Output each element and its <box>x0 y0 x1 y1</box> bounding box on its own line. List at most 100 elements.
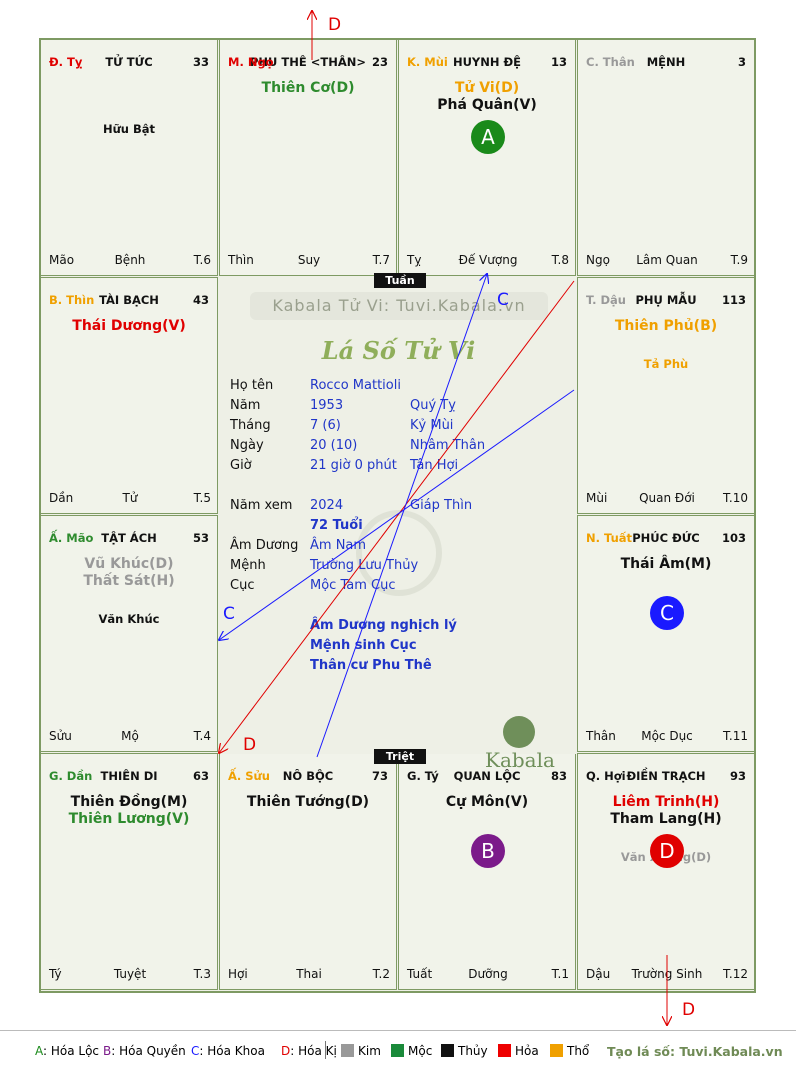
legend-hoa-item: D: Hóa Kị <box>281 1044 337 1058</box>
palace-header: MỆNH C. Thân 3 <box>586 55 746 71</box>
info-value: 72 Tuổi <box>310 518 363 533</box>
palace-branch: C. Thân <box>586 55 635 69</box>
main-star: Thiên Đồng(M) <box>70 794 188 810</box>
arrow-label-d-bottom: D <box>682 1000 695 1020</box>
legend-divider <box>325 1041 326 1059</box>
site-title: Kabala Tử Vi: Tuvi.Kabala.vn <box>250 292 548 320</box>
palace-footer-right: T.4 <box>193 729 211 743</box>
palace-cell[interactable]: QUAN LỘC G. Tý 83 Cự Môn(V) B Dưỡng Tuất T.1 <box>398 753 576 990</box>
palace-name: PHỤ MẪU <box>635 293 697 307</box>
palace-cell[interactable]: MỆNH C. Thân 3 Lâm Quan Ngọ T.9 <box>577 39 755 276</box>
palace-cell[interactable]: TÀI BẠCH B. Thìn 43 Thái Dương(V) Tử Dần T.5 <box>40 277 218 514</box>
legend-hoa-text: : Hóa Quyền <box>111 1044 186 1058</box>
hoa-marker: A <box>471 120 505 154</box>
palace-cell[interactable]: PHỤ MẪU T. Dậu 113 Thiên Phủ(B) Tả Phù Quan Đ… <box>577 277 755 514</box>
palace-footer-left: Tuất <box>407 967 433 981</box>
main-star: Thiên Cơ(D) <box>261 80 355 96</box>
hoa-marker: B <box>471 834 505 868</box>
hoa-marker: D <box>650 834 684 868</box>
main-star: Thái Dương(V) <box>72 318 186 334</box>
palace-cell[interactable]: NÔ BỘC Ấ. Sửu 73 Thiên Tướng(D) Thai Hợi T.2 <box>219 753 397 990</box>
palace-header: TỬ TỨC Đ. Tỵ 33 <box>49 55 209 71</box>
center-note: Mệnh sinh Cục <box>310 638 417 653</box>
palace-cell[interactable]: PHU THÊ <THÂN> M. Ngọ 23 Thiên Cơ(D) Suy Thìn… <box>219 39 397 276</box>
palace-footer-left: Ngọ <box>586 253 610 267</box>
palace-footer: Suy Thìn T.7 <box>228 253 390 269</box>
palace-branch: G. Tý <box>407 769 439 783</box>
palace-footer: Bệnh Mão T.6 <box>49 253 211 269</box>
palace-age: 13 <box>550 55 567 69</box>
palace-footer: Tử Dần T.5 <box>49 491 211 507</box>
main-star: Thái Âm(M) <box>620 556 712 572</box>
palace-age: 53 <box>192 531 209 545</box>
palace-footer-left: Hợi <box>228 967 248 981</box>
palace-footer-left: Sửu <box>49 729 72 743</box>
palace-header: THIÊN DI G. Dần 63 <box>49 769 209 785</box>
palace-branch: Ấ. Mão <box>49 531 94 545</box>
legend-hoa-item: C: Hóa Khoa <box>191 1044 265 1058</box>
chart-title: Lá Số Tử Vi <box>321 336 476 365</box>
legend-hoa-key: C <box>191 1044 200 1058</box>
palace-footer-center: Suy <box>297 253 321 267</box>
legend-hoa-key: A <box>35 1044 43 1058</box>
main-star: Vũ Khúc(D) <box>84 556 174 572</box>
palace-age: 43 <box>192 293 209 307</box>
palace-footer-right: T.12 <box>723 967 748 981</box>
palace-age: 63 <box>192 769 209 783</box>
palace-name: THIÊN DI <box>100 769 158 783</box>
minor-star: Tả Phù <box>643 357 689 371</box>
palace-cell[interactable]: ĐIỀN TRẠCH Q. Hợi 93 Liêm Trinh(H) Tham Lang… <box>577 753 755 990</box>
palace-footer-left: Mão <box>49 253 75 267</box>
palace-footer-center: Thai <box>296 967 322 981</box>
palace-cell[interactable]: PHÚC ĐỨC N. Tuất 103 Thái Âm(M) C Mộc Dục Thân… <box>577 515 755 752</box>
palace-name: HUYNH ĐỆ <box>452 55 522 69</box>
palace-name: NÔ BỘC <box>282 769 334 783</box>
palace-header: PHU THÊ <THÂN> M. Ngọ 23 <box>228 55 388 71</box>
palace-footer-right: T.10 <box>723 491 748 505</box>
palace-footer-center: Đế Vượng <box>458 253 518 267</box>
arrow-label-d-top: D <box>328 15 341 35</box>
palace-age: 23 <box>371 55 388 69</box>
palace-footer-center: Mộc Dục <box>641 729 693 743</box>
palace-cell[interactable]: THIÊN DI G. Dần 63 Thiên Đồng(M) Thiên Lương… <box>40 753 218 990</box>
palace-header: QUAN LỘC G. Tý 83 <box>407 769 567 785</box>
legend-element-text: Thủy <box>458 1044 488 1058</box>
palace-footer-right: T.8 <box>551 253 569 267</box>
legend-element-text: Hỏa <box>515 1044 539 1058</box>
palace-name: MỆNH <box>646 55 686 69</box>
palace-footer-left: Tỵ <box>407 253 422 267</box>
main-star: Thiên Phủ(B) <box>614 318 718 334</box>
palace-footer-right: T.6 <box>193 253 211 267</box>
palace-cell[interactable]: TẬT ÁCH Ấ. Mão 53 Vũ Khúc(D) Thất Sát(H) Văn … <box>40 515 218 752</box>
palace-footer-center: Tử <box>122 491 138 505</box>
legend-element-item: Hỏa <box>498 1044 539 1058</box>
palace-branch: T. Dậu <box>586 293 626 307</box>
info-label: Năm <box>230 398 261 413</box>
palace-cell[interactable]: HUYNH ĐỆ K. Mùi 13 Tử Vi(D) Phá Quân(V) A Đế V… <box>398 39 576 276</box>
legend-element-item: Mộc <box>391 1044 432 1058</box>
palace-name: QUAN LỘC <box>453 769 521 783</box>
palace-branch: N. Tuất <box>586 531 633 545</box>
palace-age: 83 <box>550 769 567 783</box>
info-value-2: Quý Tỵ <box>410 398 456 413</box>
palace-footer-center: Mộ <box>121 729 139 743</box>
palace-age: 93 <box>729 769 746 783</box>
center-note: Thân cư Phu Thê <box>310 658 432 673</box>
palace-footer: Thai Hợi T.2 <box>228 967 390 983</box>
palace-name: TÀI BẠCH <box>99 293 159 307</box>
palace-footer: Trường Sinh Dậu T.12 <box>586 967 748 983</box>
info-value-2: Nhâm Thân <box>410 438 486 453</box>
info-value: Mộc Tam Cục <box>310 578 396 593</box>
palace-footer: Quan Đới Mùi T.10 <box>586 491 748 507</box>
minor-star: Văn Khúc <box>98 612 160 626</box>
palace-header: TÀI BẠCH B. Thìn 43 <box>49 293 209 309</box>
legend-site-link[interactable]: Tạo lá số: Tuvi.Kabala.vn <box>607 1044 783 1059</box>
center-info: Kabala Tử Vi: Tuvi.Kabala.vn Lá Số Tử Vi… <box>220 278 577 772</box>
palace-footer: Dưỡng Tuất T.1 <box>407 967 569 983</box>
info-value: 1953 <box>310 398 344 413</box>
palace-footer-right: T.5 <box>193 491 211 505</box>
legend-hoa-text: : Hóa Lộc <box>43 1044 100 1058</box>
info-label: Họ tên <box>230 378 274 393</box>
palace-cell[interactable]: TỬ TỨC Đ. Tỵ 33 Hữu Bật Bệnh Mão T.6 <box>40 39 218 276</box>
legend-hoa-item: B: Hóa Quyền <box>103 1044 186 1058</box>
